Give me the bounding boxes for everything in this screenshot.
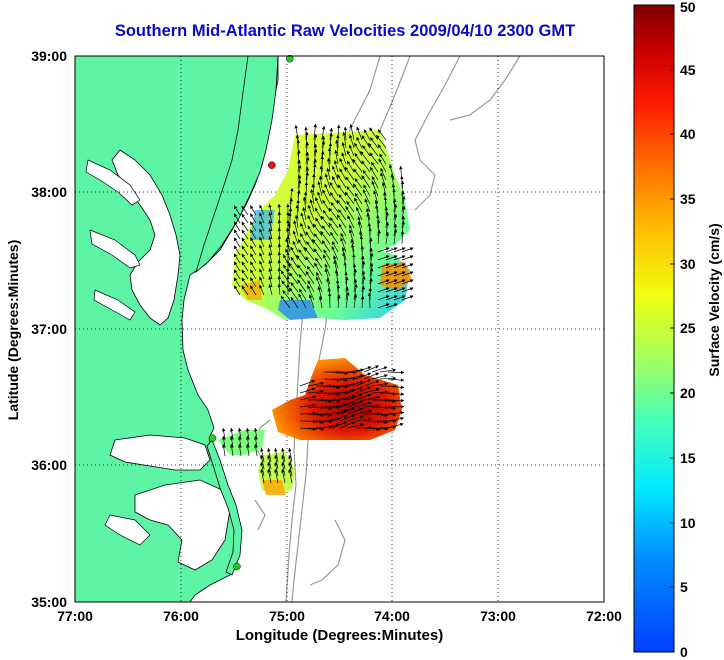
x-tick-label: 76:00 xyxy=(163,608,199,624)
y-tick-label: 38:00 xyxy=(31,184,67,200)
y-axis-label: Latitude (Degrees:Minutes) xyxy=(5,240,21,420)
y-tick-label: 39:00 xyxy=(31,48,67,64)
colorbar xyxy=(634,5,674,652)
colorbar-tick-label: 15 xyxy=(680,450,696,466)
colorbar-label: Surface Velocity (cm/s) xyxy=(706,223,722,376)
y-tick-label: 36:00 xyxy=(31,457,67,473)
x-tick-label: 75:00 xyxy=(269,608,305,624)
x-tick-label: 73:00 xyxy=(480,608,516,624)
colorbar-tick-label: 50 xyxy=(680,0,696,15)
x-tick-label: 74:00 xyxy=(374,608,410,624)
colorbar-tick-label: 35 xyxy=(680,191,696,207)
x-tick-label: 72:00 xyxy=(586,608,622,624)
x-tick-label: 77:00 xyxy=(57,608,93,624)
radar-site-marker xyxy=(233,563,240,570)
y-tick-label: 35:00 xyxy=(31,594,67,610)
colorbar-tick-label: 40 xyxy=(680,126,696,142)
colorbar-tick-label: 20 xyxy=(680,385,696,401)
y-tick-label: 37:00 xyxy=(31,321,67,337)
colorbar-tick-label: 5 xyxy=(680,579,688,595)
colorbar-tick-label: 10 xyxy=(680,515,696,531)
colorbar-tick-label: 45 xyxy=(680,62,696,78)
x-axis-label: Longitude (Degrees:Minutes) xyxy=(75,627,604,644)
colorbar-tick-label: 0 xyxy=(680,644,688,660)
radar-site-marker xyxy=(268,162,275,169)
colorbar-tick-label: 30 xyxy=(680,256,696,272)
colorbar-tick-label: 25 xyxy=(680,320,696,336)
radar-site-marker xyxy=(209,435,216,442)
